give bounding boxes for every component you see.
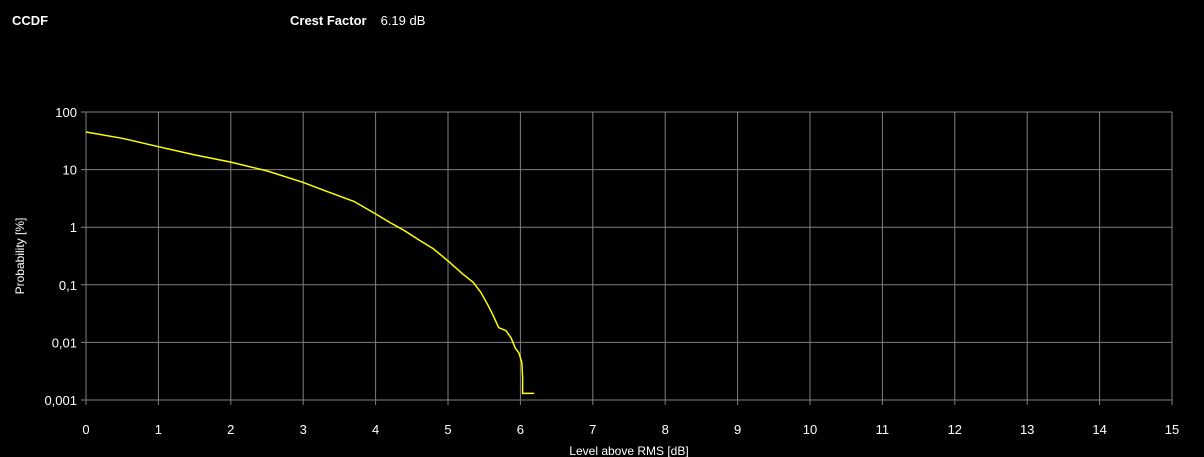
- x-tick-label: 3: [300, 422, 307, 437]
- y-tick-label: 0,01: [52, 335, 77, 350]
- ccdf-trace: [85, 131, 535, 395]
- chart-title: CCDF: [12, 13, 49, 28]
- crest-factor-value: 6.19 dB: [380, 13, 426, 28]
- crest-factor-readout: Crest Factor 6.19 dB: [290, 13, 425, 28]
- x-tick-label: 8: [662, 422, 669, 437]
- x-tick-label: 4: [372, 422, 379, 437]
- x-tick-label: 15: [1165, 422, 1179, 437]
- x-tick-label: 7: [589, 422, 596, 437]
- x-tick-label: 2: [227, 422, 234, 437]
- x-tick-label: 9: [734, 422, 741, 437]
- x-tick-label: 13: [1020, 422, 1034, 437]
- y-tick-label: 0,1: [59, 278, 77, 293]
- crest-factor-label: Crest Factor: [290, 13, 367, 28]
- y-tick-label: 100: [55, 105, 77, 120]
- trace-group: [85, 131, 535, 395]
- y-tick-labels: 100 10 1 0,1 0,01 0,001: [44, 105, 77, 408]
- x-tick-label: 6: [517, 422, 524, 437]
- x-tick-label: 0: [82, 422, 89, 437]
- grid-lines: [81, 111, 1173, 405]
- x-tick-labels: 0 1 2 3 4 5 6 7 8 9 10 11 12 13 14 15: [82, 422, 1179, 437]
- x-tick-label: 5: [444, 422, 451, 437]
- x-tick-label: 10: [803, 422, 817, 437]
- x-tick-label: 14: [1092, 422, 1106, 437]
- x-tick-label: 12: [948, 422, 962, 437]
- x-tick-label: 1: [155, 422, 162, 437]
- y-axis-label: Probability [%]: [13, 218, 27, 295]
- y-tick-label: 0,001: [44, 393, 77, 408]
- x-tick-label: 11: [876, 422, 890, 437]
- x-axis-label: Level above RMS [dB]: [569, 444, 688, 457]
- y-tick-label: 1: [70, 220, 77, 235]
- y-tick-label: 10: [63, 163, 77, 178]
